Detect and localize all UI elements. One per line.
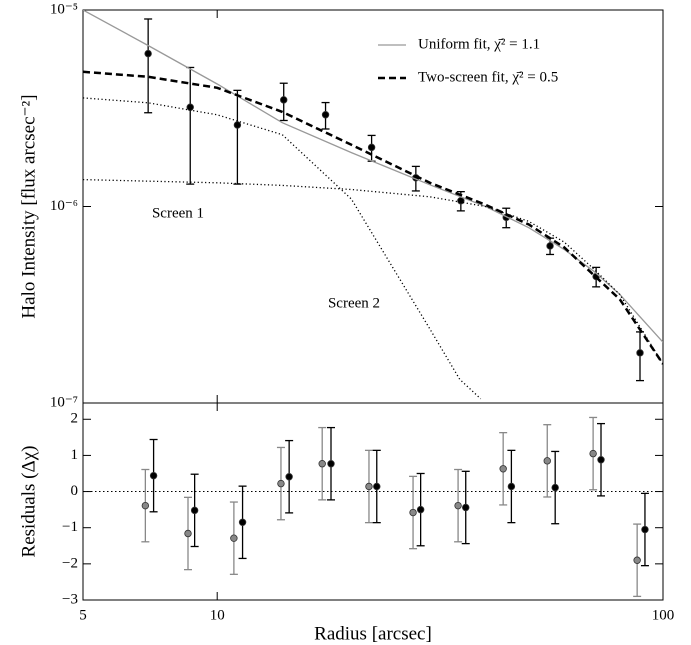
panel: 10⁻⁷ 10⁻⁶ 10⁻⁵ Halo Intensity [flux arcsec⁻… (18, 1, 664, 410)
data-point (636, 349, 644, 357)
data-point (416, 505, 425, 514)
data-point (589, 449, 597, 458)
y-tick-label: 2 (71, 411, 79, 427)
data-point (373, 482, 381, 491)
data-point (499, 465, 507, 473)
data-point (321, 111, 330, 119)
data-point (641, 525, 649, 534)
data-point (367, 143, 376, 152)
data-point (546, 242, 554, 250)
data-point (454, 501, 462, 510)
x-tick-label: 10 (210, 607, 225, 623)
data-point (462, 503, 470, 512)
data-point (184, 529, 192, 538)
data-point (190, 506, 199, 515)
data-point (230, 534, 238, 542)
data-point (277, 479, 285, 488)
y-tick-label: 10⁻⁵ (50, 1, 78, 17)
frame (82, 402, 664, 601)
y-tick-label: −3 (62, 591, 78, 607)
y-tick-label: 1 (71, 447, 79, 463)
x-tick-label: 5 (79, 607, 87, 623)
y-axis-label: Halo Intensity [flux arcsec⁻²] (18, 94, 39, 318)
annotation: Screen 1 (152, 205, 204, 221)
data-point (551, 483, 559, 492)
data-point (280, 96, 288, 104)
y-tick-label: 10⁻⁷ (50, 394, 78, 410)
data-point (633, 556, 641, 564)
data-point (507, 482, 516, 491)
data-point (285, 473, 293, 481)
data-point (327, 460, 335, 468)
legend-label: Two-screen fit, χ̄² = 0.5 (418, 69, 558, 85)
panel: −3 −2 −1 0 1 2 5 10 100 Residuals (Δχ) Radius [arc… (18, 402, 675, 644)
data-point (318, 460, 326, 468)
y-tick-label: −1 (62, 519, 78, 535)
legend-label: Uniform fit, χ̄² = 1.1 (418, 36, 540, 52)
x-tick-label: 100 (652, 607, 675, 623)
fit-line (83, 97, 482, 400)
fit-line (83, 178, 663, 365)
data-point (144, 49, 152, 58)
y-tick-label: 10⁻⁶ (50, 198, 78, 214)
annotation: Screen 2 (328, 295, 380, 311)
y-axis-label: Residuals (Δχ) (18, 446, 39, 558)
y-tick-label: 0 (71, 483, 79, 499)
data-point (365, 482, 373, 491)
x-axis-label: Radius [arcsec] (314, 623, 432, 644)
plot-area (83, 10, 663, 400)
data-point (141, 501, 150, 510)
y-tick-label: −2 (62, 555, 78, 571)
fit-line (83, 70, 663, 365)
data-point (409, 508, 417, 517)
data-point (597, 456, 605, 464)
data-point (233, 121, 242, 129)
data-point (238, 518, 247, 526)
data-point (149, 471, 158, 480)
data-point (543, 457, 551, 465)
fit-line (83, 10, 663, 343)
